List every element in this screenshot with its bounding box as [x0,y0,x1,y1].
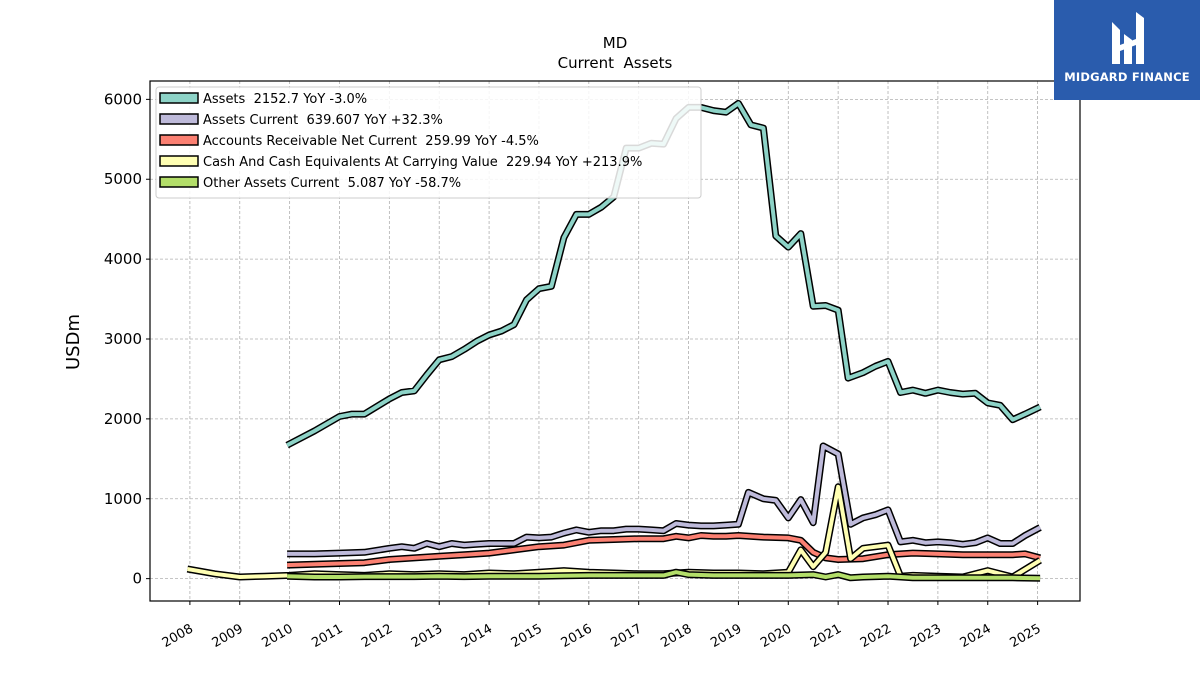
brand-name: MIDGARD FINANCE [1064,70,1190,84]
series-line-fill [287,444,1042,556]
chart-subtitle: Current Assets [558,54,673,72]
x-tick-label: 2013 [409,621,445,651]
y-tick-label: 2000 [104,410,142,428]
x-tick-label: 2015 [509,621,545,651]
legend-entry: Assets 2152.7 YoY -3.0% [203,92,367,107]
brand-logo: MIDGARD FINANCE [1054,0,1200,100]
legend-swatch [159,113,199,125]
x-tick-label: 2008 [160,621,196,651]
legend: Assets 2152.7 YoY -3.0% Assets Current 63… [155,86,702,199]
x-tick-label: 2011 [309,621,345,651]
legend-box [155,86,702,199]
x-tick-label: 2010 [259,621,295,651]
legend-entry: Cash And Cash Equivalents At Carrying Va… [203,155,642,170]
x-tick-label: 2023 [908,621,944,651]
legend-swatch [159,134,199,146]
y-tick-label: 5000 [104,170,142,188]
x-tick-label: 2016 [559,621,595,651]
x-tick-label: 2014 [459,621,495,651]
plot-frame [149,80,1081,602]
legend-entry: Other Assets Current 5.087 YoY -58.7% [203,176,461,191]
y-tick-label: 4000 [104,250,142,268]
x-tick-label: 2018 [658,621,694,651]
legend-entry: Assets Current 639.607 YoY +32.3% [203,113,443,128]
series-line-fill [287,570,1041,581]
x-tick-label: 2017 [609,621,645,651]
legend-entry: Accounts Receivable Net Current 259.99 Y… [203,134,539,149]
x-tick-label: 2019 [708,621,744,651]
x-tick-label: 2025 [1007,621,1043,651]
y-tick-label: 1000 [104,490,142,508]
y-tick-label: 6000 [104,90,142,108]
series-line [286,568,1041,582]
chart-title: MD [603,34,628,52]
series-line-fill [287,533,1041,568]
x-tick-label: 2012 [359,621,395,651]
midgard-logo-icon [1112,12,1144,64]
series-line [287,442,1042,558]
y-tick-label: 0 [132,570,142,588]
series-line [286,532,1042,569]
x-tick-label: 2022 [858,621,894,651]
legend-swatch [159,92,199,104]
legend-swatch [159,176,199,188]
y-axis-label: USDm [63,314,84,370]
x-tick-label: 2024 [958,621,994,651]
x-tick-label: 2009 [210,621,246,651]
x-tick-label: 2020 [758,621,794,651]
legend-swatch [159,155,199,167]
y-tick-label: 3000 [104,330,142,348]
x-tick-label: 2021 [808,621,844,651]
